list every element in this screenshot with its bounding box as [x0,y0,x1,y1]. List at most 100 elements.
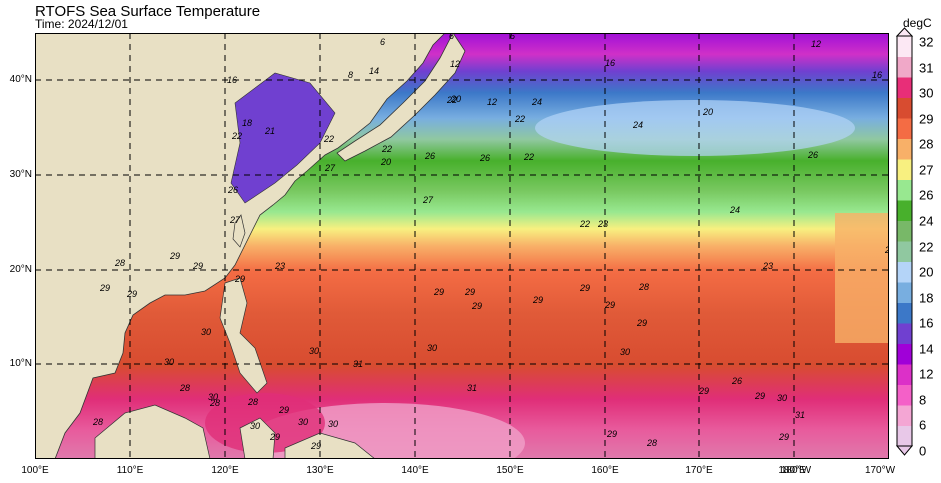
contour-label: 24 [884,245,889,255]
colorbar-block [897,118,912,139]
colorbar-frame [896,35,913,447]
lon-label-130e: 130°E [306,465,334,476]
colorbar-block [897,179,912,201]
contour-label: 30 [201,327,211,337]
contour-label: 30 [328,419,338,429]
contour-label: 24 [729,205,740,215]
contour-label: 8 [348,70,353,80]
colorbar-max-arrow [895,27,914,37]
colorbar-tick-label: 14 [919,341,934,357]
graticule [35,33,889,459]
new-guinea [284,432,376,459]
contour-label: 24 [632,120,643,130]
colorbar-tick-label: 6 [919,417,927,433]
colorbar-tick-label: 22 [919,239,934,254]
contour-label: 30 [620,347,630,357]
contour-label: 29 [532,295,543,305]
colorbar-block [897,36,912,57]
contour-label: 28 [209,398,220,408]
lat-label-10n: 10°N [9,358,32,369]
contour-label: 30 [250,421,260,431]
lat-label-20n: 20°N [9,264,32,275]
contour-label: 29 [433,287,444,297]
contour-label: 29 [604,300,615,310]
lon-label-140e: 140°E [401,465,429,476]
contour-label: 28 [646,438,657,448]
lon-label-120e: 120°E [211,465,239,476]
contour-label: 29 [169,251,180,261]
contour-label: 22 [381,144,392,154]
lon-label-180e: 180°E [778,465,806,476]
lat-label-40n: 40°N [9,74,32,85]
contour-label: 23 [762,261,773,271]
colorbar-tick-label: 8 [919,392,927,408]
contour-label: 26 [807,150,818,160]
contour-label: 31 [353,359,363,369]
lon-label-110e: 110°E [116,465,144,476]
contour-label: 22 [231,131,242,141]
contour-label: 29 [579,283,590,293]
colorbar-tick-label: 18 [919,290,934,306]
colorbar-block [897,77,912,98]
colorbar-block [897,220,912,242]
map-subtitle: Time: 2024/12/01 [35,17,128,31]
contour-label: 30 [309,346,319,356]
contour-label: 28 [114,258,125,268]
cool-patch [535,100,855,156]
colorbar-block [897,405,912,426]
contour-label: 29 [754,391,765,401]
map-frame [35,33,889,459]
colorbar-tick-label: 24 [919,213,934,229]
contour-label: 6 [449,33,454,41]
contour-label: 30 [208,392,218,402]
colorbar-block [897,343,912,365]
contour-label: 29 [126,289,137,299]
east-warm-band [835,213,889,343]
colorbar-block [897,200,912,221]
contour-label: 22 [323,134,334,144]
colorbar-tick-label: 30 [919,85,934,101]
contour-label: 31 [467,383,477,393]
contour-label: 20 [702,107,713,117]
contour-label: 29 [636,318,647,328]
yellow-sea [230,72,336,204]
contour-label: 29 [99,283,110,293]
contour-label: 21 [264,126,275,136]
contour-label: 6 [510,33,515,41]
colorbar-unit: degC [903,16,932,30]
contour-label: 26 [227,185,238,195]
contour-label: 29 [698,386,709,396]
contour-label: 29 [269,432,280,442]
lon-label-170e: 170°E [685,465,713,476]
colorbar-block [897,282,912,303]
contour-label: 30 [777,393,787,403]
contour-label: 26 [424,151,435,161]
sst-map: 6 8 14 12 12 6 6 16 16 12 20 16 18 22 21 22 22 20 20 22 22 24… [35,33,889,459]
contour-label: 28 [638,282,649,292]
contour-label: 12 [450,59,460,69]
contour-label: 28 [247,397,258,407]
colorbar-tick-label: 26 [919,187,934,203]
japan [336,33,466,162]
contour-label: 29 [471,301,482,311]
contour-label: 22 [523,152,534,162]
colorbar-tick-label: 20 [919,264,934,280]
lon-label-100e: 100°E [21,465,49,476]
colorbar-tick-label: 28 [919,136,934,152]
contour-label: 6 [380,37,385,47]
contour-label: 27 [324,163,336,173]
colorbar [895,27,914,456]
colorbar-block [897,159,912,180]
lon-label-160e: 160°E [591,465,619,476]
colorbar-tick-label: 27 [919,162,934,178]
map-title: RTOFS Sea Surface Temperature [35,3,261,20]
lat-label-30n: 30°N [9,169,32,180]
lon-label-180w: 180°W [780,465,812,476]
contour-label: 12 [487,97,497,107]
lon-label-150e: 150°E [496,465,524,476]
colorbar-block [897,97,912,119]
colorbar-block [897,384,912,406]
contour-label: 16 [872,70,882,80]
contour-label: 29 [464,287,475,297]
